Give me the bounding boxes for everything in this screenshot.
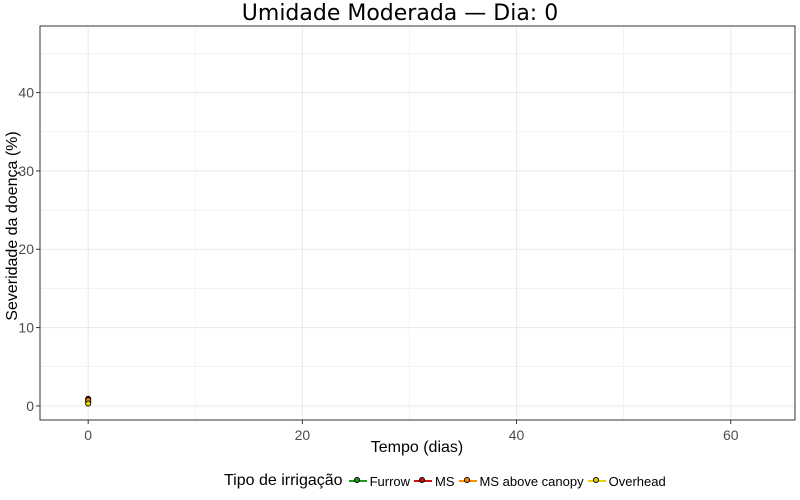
legend-item-overhead: Overhead (587, 473, 666, 489)
legend: Tipo de irrigação Furrow MS MS above can… (224, 470, 670, 492)
y-tick-label: 20 (18, 241, 34, 257)
legend-item-furrow: Furrow (348, 473, 411, 489)
y-axis-label: Severidade da doença (%) (4, 131, 21, 321)
y-tick-label: 10 (18, 320, 34, 336)
x-tick-label: 60 (723, 427, 739, 443)
legend-item-ms: MS (414, 474, 455, 489)
legend-label-ms: MS (435, 473, 455, 489)
legend-item-ms-above-canopy: MS above canopy (458, 473, 584, 489)
legend-label-ms-above-canopy: MS above canopy (479, 473, 584, 489)
y-tick-label: 0 (26, 398, 34, 414)
legend-key-furrow (348, 475, 367, 487)
y-tick-label: 30 (18, 163, 34, 179)
x-tick-label: 20 (295, 427, 311, 443)
legend-title: Tipo de irrigação (224, 472, 343, 489)
legend-key-ms (414, 475, 433, 487)
chart-title: Umidade Moderada — Dia: 0 (241, 1, 559, 26)
grid-lines (40, 26, 795, 420)
legend-key-ms-above-canopy (458, 475, 477, 487)
x-tick-label: 40 (509, 427, 525, 443)
data-point-overhead (85, 400, 92, 407)
legend-label-furrow: Furrow (369, 473, 411, 489)
axis-ticks: 0 20 40 60 0 10 20 30 40 (18, 85, 738, 443)
x-tick-label: 0 (84, 427, 92, 443)
y-tick-label: 40 (18, 85, 34, 101)
x-axis-label: Tempo (dias) (370, 439, 464, 456)
plot-panel-border (39, 25, 796, 421)
data-marks (85, 395, 92, 407)
legend-label-overhead: Overhead (608, 473, 666, 489)
legend-key-overhead (587, 475, 606, 487)
